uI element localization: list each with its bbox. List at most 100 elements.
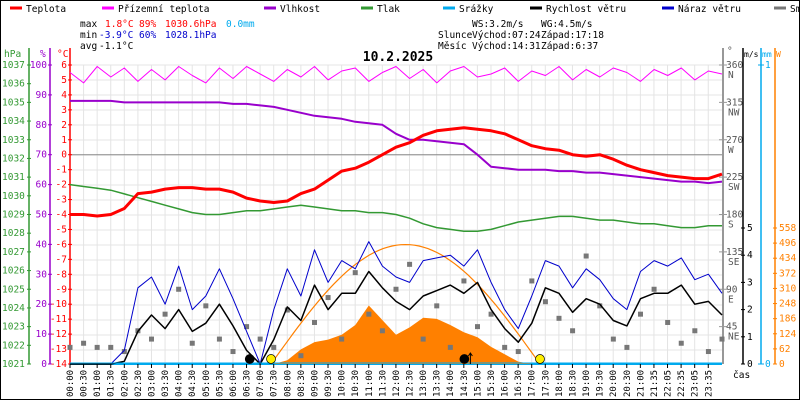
wind-direction-point <box>203 303 209 309</box>
pressure-tick-label: 1034 <box>2 116 25 127</box>
temperature-tick-label: 5 <box>61 75 67 86</box>
temperature-tick-label: -8 <box>56 269 68 280</box>
legend-label: Náraz větru <box>678 4 741 15</box>
sun-label: Slunce <box>438 30 473 41</box>
wind-axis-unit: m/s <box>744 50 759 59</box>
pressure-tick-label: 1026 <box>2 266 25 277</box>
direction-tick-compass: S <box>728 220 734 231</box>
temperature-tick-label: 0 <box>61 150 67 161</box>
x-tick-label: 18:30 <box>568 370 578 397</box>
direction-tick-label: 180 <box>726 210 743 221</box>
solar-tick-label: 0 <box>779 359 785 370</box>
temperature-tick-label: 4 <box>61 90 67 101</box>
x-tick-label: 14:00 <box>446 370 456 397</box>
direction-tick-label: 225 <box>726 172 743 183</box>
x-tick-label: 12:30 <box>406 370 416 397</box>
direction-tick-label: 315 <box>726 97 743 108</box>
pressure-tick-label: 1028 <box>2 228 25 239</box>
wind-direction-point <box>461 278 467 284</box>
temperature-tick-label: -1 <box>56 165 68 176</box>
humidity-tick-label: 80 <box>36 120 48 131</box>
x-tick-label: 02:30 <box>134 370 144 397</box>
wind-direction-point <box>705 349 711 355</box>
x-tick-label: 05:30 <box>215 370 225 397</box>
solar-radiation-area <box>70 305 722 364</box>
wind-direction-point <box>556 315 562 321</box>
pressure-tick-label: 1022 <box>2 340 25 351</box>
wind-direction-point <box>407 261 413 267</box>
sunrise-marker <box>266 354 276 364</box>
moonrise-time: Východ:14:31 <box>472 41 541 52</box>
x-tick-label: 10:30 <box>351 370 361 397</box>
x-tick-label: 16:30 <box>514 370 524 397</box>
series-přízemní-teplota <box>69 66 723 84</box>
pressure-tick-label: 1027 <box>2 247 25 258</box>
wind-direction-point <box>488 311 494 317</box>
legend-label: Přízemní teplota <box>118 4 210 15</box>
wind-direction-point <box>379 328 385 334</box>
solar-axis-unit: W <box>776 50 781 59</box>
direction-tick-compass: W <box>728 145 734 156</box>
x-tick-label: 16:00 <box>501 370 511 397</box>
wind-direction-point <box>393 286 399 292</box>
temperature-tick-label: 3 <box>61 105 67 116</box>
wind-speed-stat: WS:3.2m/s <box>472 19 523 30</box>
humidity-tick-label: 60 <box>36 180 48 191</box>
x-tick-label: 17:00 <box>528 370 538 397</box>
pressure-tick-label: 1023 <box>2 322 25 333</box>
x-tick-label: 13:30 <box>433 370 443 397</box>
x-tick-label: 09:00 <box>310 370 320 397</box>
direction-tick-compass: NW <box>728 107 740 118</box>
solar-tick-label: 186 <box>779 314 796 325</box>
stats-avg-temp: -1.1°C <box>99 41 133 52</box>
pressure-tick-label: 1031 <box>2 172 25 183</box>
humidity-tick-label: 40 <box>36 239 48 250</box>
solar-tick-label: 248 <box>779 299 796 310</box>
x-tick-label: 23:35 <box>704 370 714 397</box>
humidity-axis-unit: % <box>40 49 46 60</box>
pressure-tick-label: 1025 <box>2 284 25 295</box>
x-tick-label: 04:30 <box>188 370 198 397</box>
x-tick-label: 01:00 <box>93 370 103 397</box>
wind-direction-point <box>244 324 250 330</box>
humidity-tick-label: 90 <box>36 90 48 101</box>
series-vlhkost <box>70 99 723 185</box>
wind-direction-point <box>352 270 358 276</box>
series-tlak <box>69 183 722 233</box>
wind-direction-point <box>216 336 222 342</box>
wind-direction-point <box>719 336 725 342</box>
wind-direction-point <box>284 307 290 313</box>
stats-min-hum: 60% <box>139 30 156 41</box>
pressure-tick-label: 1021 <box>2 359 25 370</box>
sunrise-time: Východ:07:24 <box>472 30 541 41</box>
x-tick-label: 10:00 <box>338 370 348 397</box>
wind-direction-point <box>176 286 182 292</box>
temperature-tick-label: -12 <box>50 329 67 340</box>
humidity-tick-label: 50 <box>36 210 48 221</box>
wind-direction-point <box>678 340 684 346</box>
wind-direction-point <box>570 328 576 334</box>
stats-block: max 1.8°C 89% 1030.6hPa 0.0mm min -3.9°C… <box>80 19 255 52</box>
temperature-tick-label: -6 <box>56 239 68 250</box>
wind-direction-point <box>529 278 535 284</box>
pressure-tick-label: 1024 <box>2 303 25 314</box>
solar-tick-label: 372 <box>779 268 796 279</box>
legend-label: Rychlost větru <box>546 4 626 15</box>
legend-label: Směr větru <box>790 4 800 15</box>
direction-tick-label: 360 <box>726 60 743 71</box>
x-tick-label: 09:30 <box>324 370 334 397</box>
legend-label: Vlhkost <box>280 4 320 15</box>
x-tick-label: 11:30 <box>378 370 388 397</box>
wind-tick-label: 5 <box>747 223 753 234</box>
wind-direction-point <box>298 353 304 359</box>
humidity-tick-label: 30 <box>36 269 48 280</box>
temperature-tick-label: -4 <box>56 210 68 221</box>
x-tick-label: 00:30 <box>80 370 90 397</box>
wind-direction-point <box>312 319 317 325</box>
x-tick-label: 12:00 <box>392 370 402 397</box>
wind-direction-point <box>149 336 154 342</box>
wind-tick-label: 4 <box>747 250 753 261</box>
temperature-tick-label: 2 <box>61 120 67 131</box>
solar-tick-label: 124 <box>779 329 796 340</box>
direction-tick-label: 270 <box>726 135 743 146</box>
